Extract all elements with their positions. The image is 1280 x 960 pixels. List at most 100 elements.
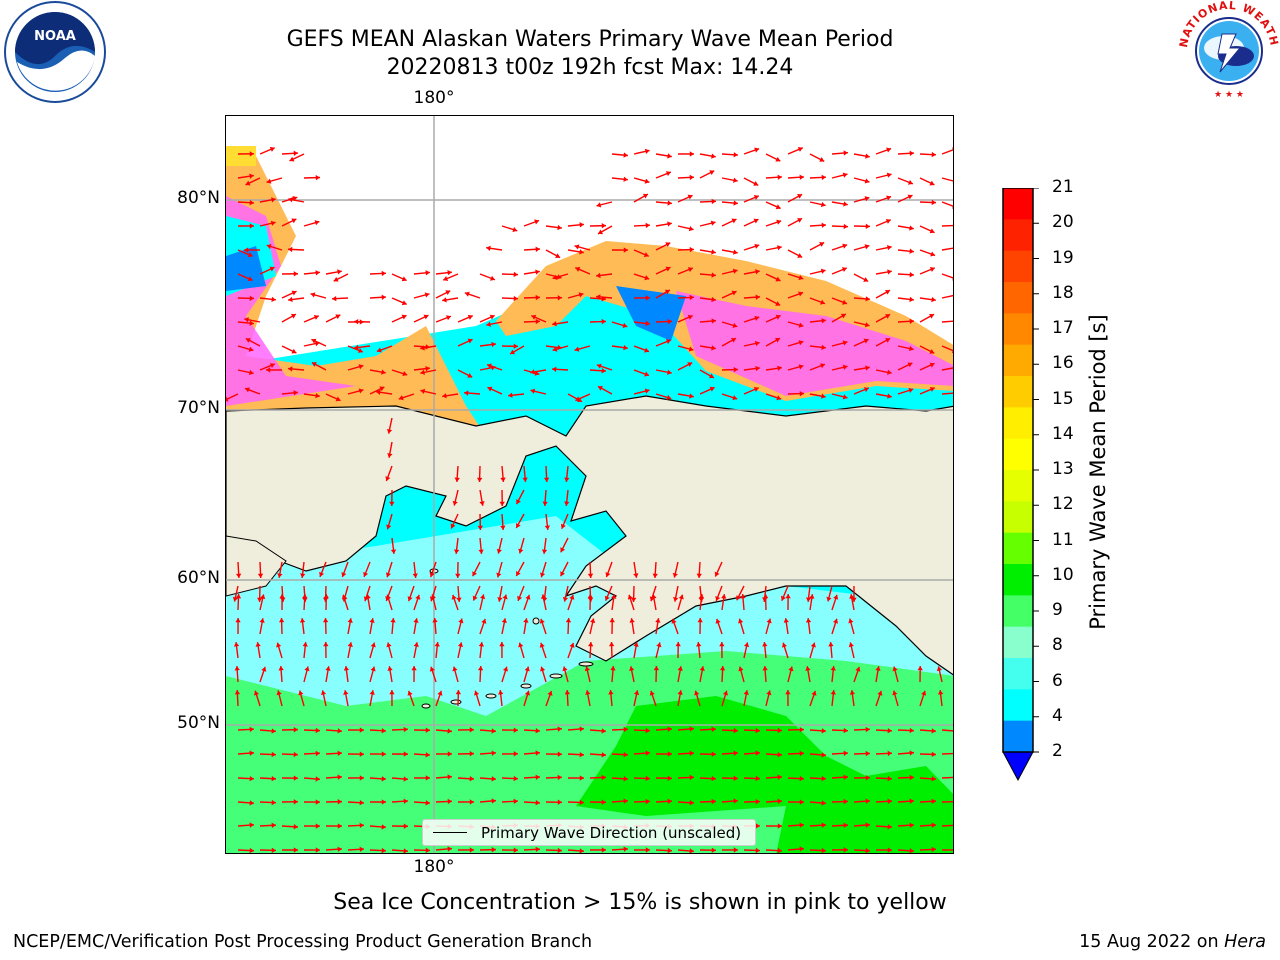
wave-arrow-head bbox=[266, 367, 271, 373]
colorbar-segment bbox=[1003, 344, 1033, 377]
wave-arrow-head bbox=[319, 571, 325, 577]
wave-arrow-head bbox=[298, 690, 304, 696]
wave-arrow-head bbox=[489, 314, 495, 320]
colorbar-extend-triangle bbox=[1002, 751, 1034, 782]
wave-arrow-head bbox=[709, 170, 715, 176]
wave-arrow-head bbox=[601, 774, 606, 781]
wave-arrow-head bbox=[579, 848, 584, 853]
wave-arrow-head bbox=[293, 799, 298, 805]
wave-arrow-head bbox=[590, 618, 596, 624]
wave-arrow-head bbox=[473, 690, 480, 696]
wave-arrow-head bbox=[381, 776, 386, 782]
wave-arrow-head bbox=[644, 275, 650, 281]
wave-arrow-head bbox=[420, 388, 426, 395]
wave-arrow-head bbox=[491, 798, 496, 804]
wave-arrow-head bbox=[575, 266, 581, 272]
wave-arrow-head bbox=[777, 365, 782, 371]
wave-arrow-head bbox=[604, 595, 610, 601]
wave-arrow-head bbox=[443, 276, 449, 281]
wave-arrow-head bbox=[820, 268, 826, 274]
wave-arrow-head bbox=[887, 798, 892, 804]
wave-arrow-head bbox=[909, 750, 914, 756]
wave-arrow-head bbox=[513, 775, 518, 782]
wave-arrow-head bbox=[755, 750, 760, 756]
wave-arrow-head bbox=[753, 218, 759, 224]
wave-arrow-head bbox=[652, 573, 658, 578]
wave-arrow-head bbox=[821, 847, 826, 853]
wave-arrow-head bbox=[476, 477, 483, 482]
wave-arrow-head bbox=[387, 453, 393, 458]
wave-arrow-head bbox=[929, 180, 935, 186]
lat-label-80n: 80°N bbox=[177, 188, 220, 208]
wave-arrow-head bbox=[289, 156, 295, 162]
wave-arrow-head bbox=[651, 594, 657, 599]
wave-arrow-head bbox=[469, 727, 474, 733]
wave-arrow-head bbox=[952, 206, 953, 209]
wave-arrow-head bbox=[425, 365, 430, 372]
wave-arrow-head bbox=[909, 798, 914, 804]
wave-arrow-head bbox=[597, 386, 603, 391]
wave-arrow-head bbox=[865, 153, 870, 159]
wave-arrow-head bbox=[401, 300, 407, 306]
wave-arrow-head bbox=[271, 822, 276, 829]
wave-arrow-head bbox=[381, 847, 386, 853]
colorbar-segment bbox=[1003, 501, 1033, 534]
wave-arrow-head bbox=[689, 726, 694, 732]
wave-arrow-head bbox=[381, 294, 386, 300]
wave-arrow-head bbox=[711, 272, 716, 278]
wave-arrow-head bbox=[610, 666, 616, 671]
wave-arrow bbox=[941, 800, 953, 803]
colorbar-tick-label: 9 bbox=[1052, 600, 1063, 620]
wave-arrow-head bbox=[601, 318, 606, 325]
wave-arrow-head bbox=[552, 274, 558, 280]
wave-arrow-head bbox=[819, 157, 825, 162]
wave-arrow-head bbox=[354, 344, 359, 351]
wave-arrow-head bbox=[709, 386, 715, 392]
wave-arrow-head bbox=[255, 642, 261, 647]
wave-arrow-head bbox=[736, 595, 742, 601]
wave-arrow-head bbox=[315, 847, 320, 853]
wave-arrow-head bbox=[842, 394, 848, 400]
wave-arrow-head bbox=[369, 618, 375, 623]
wave-arrow-head bbox=[952, 147, 953, 150]
wave-arrow-head bbox=[722, 690, 729, 696]
colorbar-segment bbox=[1003, 595, 1033, 628]
wave-arrow-head bbox=[446, 315, 451, 321]
wave-arrow-head bbox=[885, 218, 891, 224]
wave-arrow-head bbox=[798, 274, 804, 281]
wave-arrow-head bbox=[733, 249, 738, 255]
wave-arrow-head bbox=[931, 296, 936, 303]
wave-arrow-head bbox=[833, 594, 839, 600]
wave-arrow-head bbox=[645, 775, 650, 782]
wave-arrow-head bbox=[535, 318, 540, 325]
wave-arrow-head bbox=[525, 594, 531, 600]
wave-arrow-head bbox=[645, 847, 650, 853]
wave-arrow-head bbox=[442, 393, 447, 399]
wave-arrow-head bbox=[522, 477, 528, 482]
wave-arrow-head bbox=[569, 642, 575, 648]
wave-arrow-head bbox=[909, 272, 914, 278]
wave-arrow-head bbox=[755, 727, 760, 734]
wave-arrow-head bbox=[719, 642, 725, 647]
wave-arrow-head bbox=[952, 182, 953, 184]
wave-arrow-head bbox=[863, 277, 869, 282]
wave-arrow-head bbox=[788, 666, 794, 672]
wave-arrow-head bbox=[523, 618, 529, 623]
wave-arrow-head bbox=[266, 243, 272, 250]
wave-arrow-head bbox=[667, 847, 672, 853]
wave-arrow-head bbox=[560, 571, 566, 577]
wave-arrow-head bbox=[821, 728, 826, 734]
wave-arrow-head bbox=[799, 727, 804, 733]
wave-arrow-head bbox=[601, 847, 606, 853]
blue-patch bbox=[226, 246, 266, 291]
wave-arrow-head bbox=[799, 174, 804, 180]
lat-label-60n: 60°N bbox=[177, 568, 220, 588]
wave-arrow-head bbox=[293, 271, 298, 277]
wave-arrow bbox=[941, 345, 953, 352]
wave-arrow-head bbox=[952, 278, 953, 281]
map-panel: Primary Wave Direction (unscaled) bbox=[225, 115, 954, 854]
wave-arrow-head bbox=[711, 345, 716, 351]
wave-arrow-head bbox=[929, 228, 935, 234]
wave-arrow-head bbox=[234, 666, 240, 671]
wave-arrow-head bbox=[715, 596, 721, 601]
